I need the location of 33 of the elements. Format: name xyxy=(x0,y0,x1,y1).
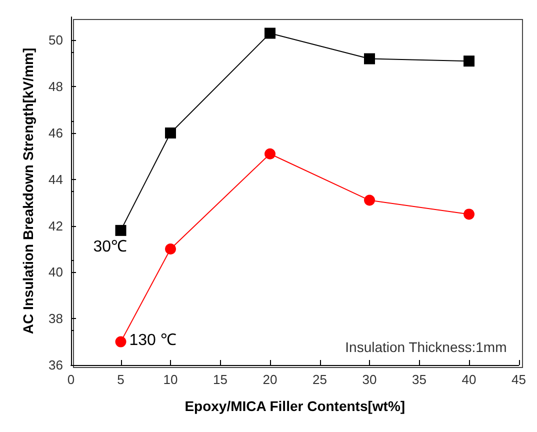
point xyxy=(264,28,276,39)
x-tick-label: 0 xyxy=(67,372,75,387)
y-tick-label: 50 xyxy=(48,32,63,48)
point xyxy=(165,244,176,254)
point xyxy=(115,336,126,348)
y-tick-label: 44 xyxy=(48,172,63,187)
x-tick-label: 25 xyxy=(312,372,327,387)
y-axis-title: AC Insulation Breakdown Strength[kV/mm] xyxy=(20,48,36,334)
point xyxy=(364,53,376,64)
x-tick-label: 30 xyxy=(362,372,377,387)
point xyxy=(165,128,176,138)
annotation: Insulation Thickness:1mm xyxy=(345,339,507,355)
x-tick-label: 5 xyxy=(117,372,124,387)
x-tick-label: 35 xyxy=(412,372,426,387)
point xyxy=(264,148,276,160)
series-label: 130 ℃ xyxy=(129,332,176,349)
y-tick-label: 46 xyxy=(48,126,63,140)
x-axis-title: Epoxy/MICA Filler Contents[wt%] xyxy=(184,398,406,414)
y-tick-label: 38 xyxy=(48,311,63,326)
x-tick-label: 15 xyxy=(213,372,228,387)
point xyxy=(364,194,376,206)
y-tick-label: 36 xyxy=(48,358,63,372)
y-tick-label: 42 xyxy=(48,218,63,234)
x-tick-label: 20 xyxy=(262,372,278,387)
x-tick-label: 10 xyxy=(163,372,178,387)
y-tick-label: 48 xyxy=(48,79,63,94)
point xyxy=(464,208,475,220)
y-tick-label: 40 xyxy=(48,264,63,280)
series-label: 30℃ xyxy=(93,238,128,256)
x-tick-label: 40 xyxy=(462,372,476,387)
x-tick-label: 45 xyxy=(512,372,526,387)
point xyxy=(115,224,126,236)
point xyxy=(464,56,475,67)
